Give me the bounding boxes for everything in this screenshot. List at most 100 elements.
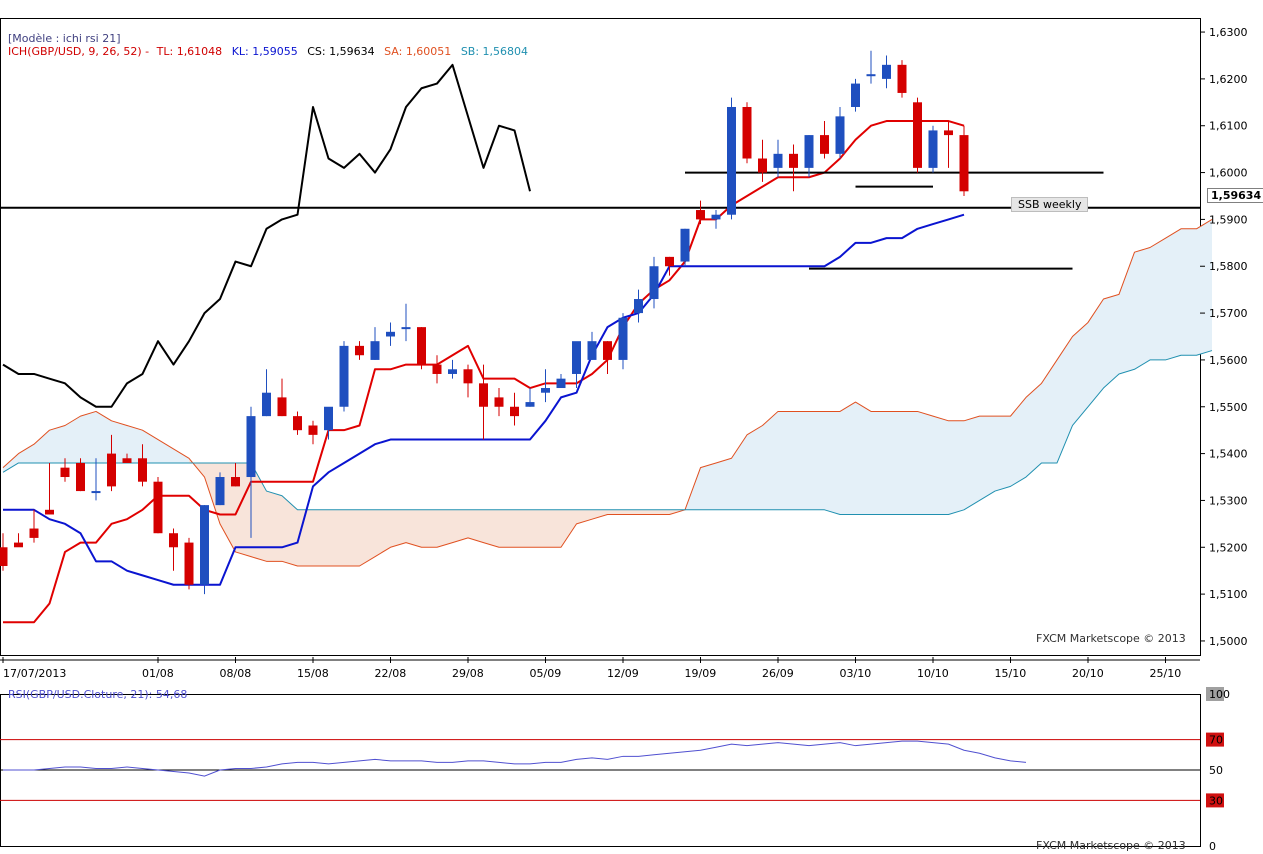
price-tick-label: 1,5900	[1209, 213, 1248, 226]
candle-body	[432, 364, 442, 374]
cloud-segment	[1072, 322, 1088, 426]
candle-body	[277, 397, 287, 417]
candle-body	[401, 327, 411, 330]
date-tick-label: 03/10	[840, 667, 872, 680]
candle-body	[556, 378, 566, 389]
price-tick-label: 1,5100	[1209, 588, 1248, 601]
date-tick-label: 10/10	[917, 667, 949, 680]
candle-body	[324, 406, 333, 431]
date-tick-label: 29/08	[452, 667, 484, 680]
cloud-segment	[313, 509, 329, 567]
price-panel-border	[0, 18, 1201, 656]
cloud-segment	[840, 402, 856, 515]
date-tick-label: 19/09	[685, 667, 717, 680]
date-tick-label: 17/07/2013	[3, 667, 66, 680]
candle-body	[711, 214, 721, 220]
candle-body	[122, 458, 132, 463]
ich-label: ICH(GBP/USD, 9, 26, 52) -	[8, 45, 150, 58]
price-tick-label: 1,5500	[1209, 401, 1248, 414]
cloud-segment	[375, 509, 391, 557]
cloud-segment	[762, 411, 778, 510]
candle-body	[293, 416, 302, 431]
cloud-segment	[654, 509, 670, 515]
cloud-segment	[1196, 219, 1212, 356]
cloud-segment	[328, 509, 344, 567]
cloud-segment	[1134, 247, 1150, 370]
candle-body	[882, 64, 891, 79]
cloud-segment	[359, 509, 375, 567]
candle-body	[727, 106, 736, 215]
price-tick-label: 1,5000	[1209, 635, 1248, 648]
cloud-segment	[390, 509, 406, 548]
price-axis: 1,6300 1,6200 1,6100 1,6000 1,5900 1,5800 1,57…	[1200, 26, 1248, 648]
cloud-segment	[65, 416, 81, 463]
candle-body	[200, 505, 209, 585]
cloud-segment	[173, 448, 189, 463]
cloud-segment	[700, 462, 716, 510]
candle-body	[913, 102, 922, 168]
cloud-segment	[638, 509, 654, 515]
candle-body	[665, 256, 674, 267]
rsi-panel: 100 70 50 30 0	[0, 687, 1230, 853]
cloud-segment	[1041, 359, 1057, 463]
cloud-segment	[421, 509, 437, 548]
cloud-segment	[1088, 299, 1104, 407]
cloud-segment	[1181, 228, 1197, 356]
candle-body	[60, 467, 70, 478]
cloud-segment	[499, 509, 515, 548]
rsi-tick-label: 70	[1209, 734, 1223, 747]
senkou-b-line	[2, 350, 1213, 515]
rsi-tick-label: 50	[1209, 764, 1223, 777]
cloud-segment	[34, 430, 50, 463]
candle-body	[262, 392, 271, 417]
cloud-segment	[452, 509, 468, 543]
cloud-segment	[933, 416, 949, 515]
date-axis: 17/07/2013 01/08 08/08 15/08 22/08 29/08 05/09…	[0, 657, 1200, 680]
current-price-tag: 1,59634	[1207, 188, 1263, 203]
date-tick-label: 01/08	[142, 667, 174, 680]
candle-body	[758, 158, 767, 173]
price-tick-label: 1,5700	[1209, 307, 1248, 320]
cloud-segment	[886, 411, 902, 515]
indicator-legend: ICH(GBP/USD, 9, 26, 52) - TL: 1,61048 KL…	[8, 45, 528, 58]
candle-body	[386, 331, 395, 337]
cloud-segment	[1165, 228, 1181, 360]
cloud-segment	[158, 439, 174, 463]
candle-body	[742, 106, 752, 159]
cloud-segment	[824, 411, 840, 515]
candle-body	[680, 228, 690, 262]
date-tick-label: 22/08	[375, 667, 407, 680]
ichimoku-cloud	[3, 219, 1212, 567]
horizontal-levels	[0, 171, 1200, 270]
cloud-segment	[80, 411, 96, 463]
kijun-legend: KL: 1,59055	[231, 45, 298, 58]
candle-body	[339, 345, 349, 407]
price-tick-label: 1,5200	[1209, 541, 1248, 554]
candle-body	[370, 341, 380, 360]
candle-body	[107, 453, 116, 487]
cloud-segment	[514, 509, 530, 548]
senkou-a-line	[2, 218, 1213, 567]
cloud-segment	[344, 509, 360, 567]
cloud-segment	[793, 411, 809, 510]
candle-body	[696, 210, 705, 220]
candle-body	[897, 64, 907, 93]
candle-body	[866, 74, 876, 77]
date-tick-label: 26/09	[762, 667, 794, 680]
cloud-segment	[623, 509, 639, 515]
cloud-segment	[142, 430, 158, 463]
cloud-segment	[297, 509, 313, 567]
candle-body	[138, 458, 147, 482]
candle-body	[835, 116, 845, 154]
cloud-segment	[483, 509, 499, 548]
candle-body	[820, 135, 829, 154]
cloud-segment	[855, 402, 871, 515]
cloud-segment	[995, 416, 1011, 492]
candle-body	[463, 369, 473, 384]
candle-body	[417, 327, 426, 365]
cloud-segment	[1026, 383, 1042, 478]
candle-body	[603, 341, 612, 360]
candle-body	[525, 402, 535, 407]
cloud-segment	[545, 509, 561, 548]
